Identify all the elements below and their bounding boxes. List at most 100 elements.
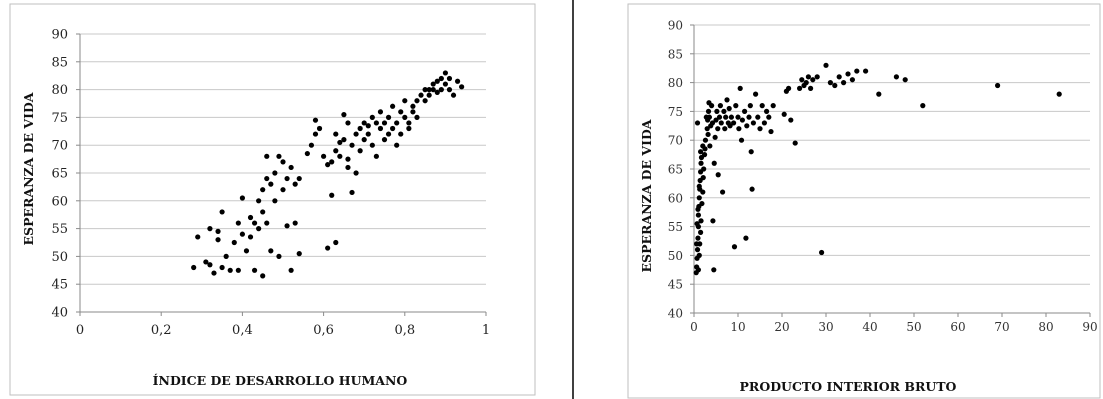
- data-point: [694, 221, 700, 227]
- data-point: [764, 108, 770, 114]
- data-point: [280, 187, 286, 193]
- data-point: [373, 120, 379, 126]
- y-tick-label: 45: [668, 278, 683, 292]
- data-point: [333, 239, 339, 246]
- data-point: [390, 103, 396, 109]
- data-point: [337, 139, 343, 146]
- data-point: [827, 80, 834, 86]
- data-point: [717, 103, 724, 109]
- y-tick-labels: 40 45 50 55 60 65 70 75 80 85 90: [668, 19, 683, 321]
- data-point: [414, 114, 420, 120]
- y-axis-label: ESPERANZA DE VIDA: [21, 92, 36, 245]
- data-point: [239, 231, 245, 237]
- data-point: [442, 81, 448, 87]
- data-point: [706, 100, 712, 106]
- data-point: [414, 98, 420, 104]
- data-point: [434, 89, 440, 95]
- data-point: [720, 189, 726, 195]
- data-point: [459, 84, 465, 90]
- data-point: [770, 103, 776, 109]
- data-point: [260, 209, 266, 215]
- data-point: [227, 267, 233, 273]
- data-point: [264, 175, 270, 182]
- data-point: [832, 82, 838, 89]
- data-point: [341, 137, 347, 143]
- data-point: [700, 143, 706, 149]
- data-point: [738, 137, 745, 143]
- data-point: [284, 223, 290, 229]
- data-point: [696, 183, 702, 189]
- data-point: [251, 267, 258, 273]
- data-point: [695, 212, 702, 218]
- data-point: [296, 175, 302, 182]
- data-point: [707, 143, 713, 149]
- data-point: [705, 108, 712, 114]
- data-point: [694, 247, 701, 253]
- y-tick-label: 70: [668, 134, 683, 148]
- y-tick-label: 80: [668, 76, 683, 90]
- data-point: [349, 142, 355, 148]
- data-point: [454, 78, 461, 84]
- data-point: [713, 117, 719, 123]
- data-point: [750, 120, 757, 126]
- data-point: [207, 226, 213, 232]
- data-point: [223, 253, 229, 259]
- x-tick-label: 20: [774, 320, 789, 334]
- y-tick-label: 70: [51, 139, 68, 154]
- data-point: [876, 91, 882, 97]
- data-point: [710, 218, 716, 224]
- data-point: [211, 270, 217, 276]
- data-point: [715, 172, 721, 178]
- data-point: [699, 200, 705, 207]
- data-point: [260, 273, 266, 279]
- data-point: [304, 150, 310, 157]
- data-point: [694, 120, 701, 126]
- data-point: [810, 77, 816, 83]
- chart-gdp-vs-life-expectancy: 40 45 50 55 60 65 70 75 80 85 90 0 10 20 30 40 50 60 70 80…: [627, 3, 1101, 399]
- data-point: [736, 126, 742, 132]
- data-point: [819, 249, 825, 256]
- y-tick-label: 75: [668, 105, 683, 119]
- data-point: [385, 131, 392, 137]
- y-tick-label: 55: [668, 220, 683, 234]
- y-tick-label: 45: [51, 278, 68, 293]
- data-point: [422, 87, 428, 93]
- x-tick-label: 90: [1082, 320, 1097, 334]
- data-point: [694, 241, 700, 247]
- data-point: [219, 264, 225, 271]
- data-point: [722, 126, 728, 132]
- data-point: [426, 92, 432, 98]
- data-point: [426, 87, 432, 93]
- data-point: [450, 92, 457, 98]
- data-point: [727, 123, 733, 129]
- data-point: [711, 267, 717, 273]
- x-tick-label: 1: [482, 323, 490, 338]
- data-point: [398, 109, 404, 115]
- data-point: [746, 114, 752, 120]
- data-point: [755, 114, 761, 120]
- data-point: [357, 148, 363, 154]
- x-tick-labels: 0 10 20 30 40 50 60 70 80 90: [690, 320, 1097, 334]
- x-tick-label: 0,2: [151, 323, 172, 338]
- data-point: [406, 125, 412, 132]
- x-tick-label: 10: [730, 320, 745, 334]
- data-point: [349, 189, 355, 196]
- data-point: [215, 228, 221, 234]
- data-point: [849, 77, 856, 83]
- data-point: [893, 74, 900, 80]
- data-point: [743, 235, 749, 241]
- data-point: [361, 120, 367, 126]
- data-point: [766, 114, 772, 120]
- gridlines: [80, 33, 486, 313]
- data-point: [337, 153, 343, 159]
- data-point: [292, 220, 298, 226]
- data-point: [260, 187, 266, 193]
- data-point: [243, 248, 250, 254]
- data-point: [731, 244, 738, 250]
- data-point: [748, 149, 754, 155]
- data-point: [256, 198, 262, 204]
- data-point: [381, 120, 388, 126]
- y-tick-label: 90: [668, 19, 683, 33]
- data-point: [446, 87, 453, 93]
- x-tick-label: 0: [76, 323, 84, 338]
